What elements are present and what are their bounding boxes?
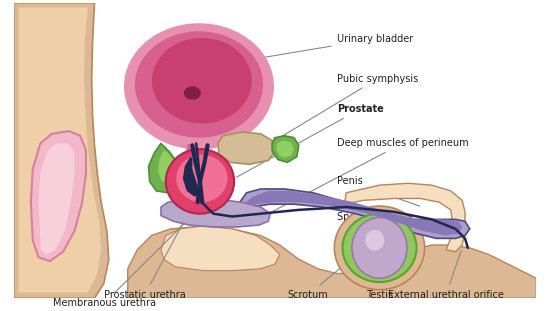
Ellipse shape [352, 217, 407, 278]
Text: Pubic symphysis: Pubic symphysis [273, 74, 418, 142]
Polygon shape [14, 3, 109, 298]
Polygon shape [39, 143, 75, 254]
Polygon shape [128, 226, 536, 298]
Text: Penis: Penis [337, 176, 420, 206]
Polygon shape [158, 150, 176, 183]
Text: Testis: Testis [366, 276, 393, 300]
Ellipse shape [125, 25, 273, 148]
Polygon shape [148, 143, 180, 193]
Polygon shape [218, 132, 274, 164]
Ellipse shape [343, 214, 416, 282]
Text: Spongy urethra: Spongy urethra [337, 211, 448, 238]
Text: Prostatic urethra: Prostatic urethra [104, 197, 197, 300]
Text: External urethral orifice: External urethral orifice [388, 250, 504, 300]
Polygon shape [161, 226, 280, 271]
Ellipse shape [365, 230, 384, 251]
Ellipse shape [176, 155, 228, 202]
Polygon shape [276, 141, 294, 158]
Text: Rectum: Rectum [35, 157, 83, 167]
Ellipse shape [135, 31, 263, 138]
Polygon shape [19, 7, 101, 293]
Text: Scrotum: Scrotum [288, 261, 349, 300]
Polygon shape [240, 189, 470, 238]
Text: Prostate: Prostate [236, 104, 383, 177]
Text: Urinary bladder: Urinary bladder [252, 34, 413, 59]
Ellipse shape [166, 149, 234, 214]
Polygon shape [344, 183, 465, 252]
Polygon shape [272, 136, 299, 162]
Text: Deep muscles of perineum: Deep muscles of perineum [271, 138, 469, 212]
Text: Membranous urethra: Membranous urethra [52, 212, 196, 308]
Polygon shape [31, 131, 86, 261]
Polygon shape [186, 143, 196, 174]
Ellipse shape [334, 206, 425, 290]
Polygon shape [161, 198, 270, 227]
Polygon shape [183, 157, 200, 197]
Ellipse shape [184, 86, 201, 100]
Polygon shape [244, 191, 462, 235]
Ellipse shape [152, 38, 252, 123]
